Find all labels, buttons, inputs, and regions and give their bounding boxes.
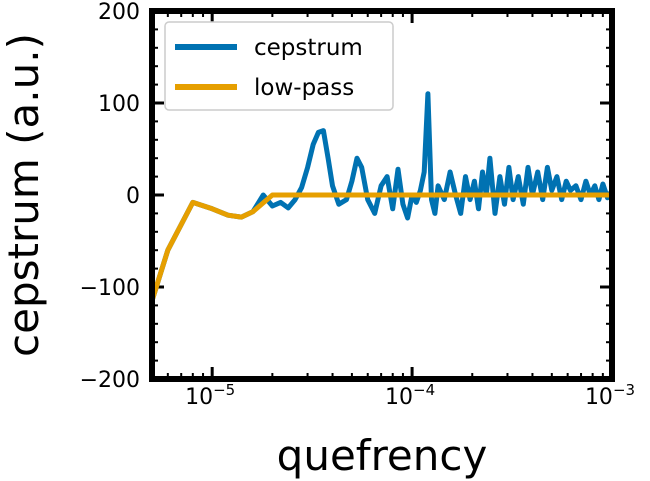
series-line-low-pass bbox=[152, 192, 612, 304]
x-tick-label: 10−4 bbox=[385, 381, 435, 410]
y-tick-label: −200 bbox=[80, 368, 140, 393]
y-tick-label: 100 bbox=[98, 92, 140, 117]
legend-label-cepstrum: cepstrum bbox=[254, 35, 363, 61]
y-tick-label: 200 bbox=[98, 0, 140, 25]
legend-label-low-pass: low-pass bbox=[254, 75, 354, 101]
y-axis-label: cepstrum (a.u.) bbox=[0, 33, 48, 357]
legend: cepstrum low-pass bbox=[164, 21, 394, 111]
tick-labels: 10−5 10−4 10−3 200 100 0 −100 −200 bbox=[80, 0, 636, 410]
plot-frame bbox=[149, 8, 615, 382]
y-tick-label: −100 bbox=[80, 276, 140, 301]
series-line-cepstrum bbox=[152, 91, 612, 304]
x-tick-label: 10−3 bbox=[585, 381, 635, 410]
x-axis-label: quefrency bbox=[277, 431, 488, 480]
plot-series bbox=[152, 91, 612, 304]
x-tick-label: 10−5 bbox=[185, 381, 235, 410]
y-tick-label: 0 bbox=[126, 184, 140, 209]
